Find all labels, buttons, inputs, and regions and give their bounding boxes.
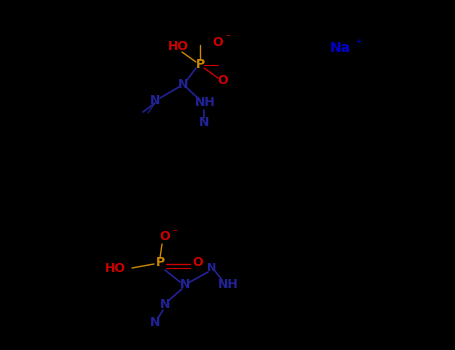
Text: N: N <box>150 93 160 106</box>
Text: O: O <box>160 231 170 244</box>
Text: P: P <box>196 58 205 71</box>
Text: N: N <box>160 299 170 312</box>
Text: P: P <box>156 256 165 268</box>
Text: ⁻: ⁻ <box>172 228 177 238</box>
Text: ⁻: ⁻ <box>225 33 231 43</box>
Text: N: N <box>178 77 188 91</box>
Text: O: O <box>217 74 228 86</box>
Text: Na: Na <box>329 41 350 55</box>
Text: HO: HO <box>105 261 126 274</box>
Text: NH: NH <box>217 279 238 292</box>
Text: HO: HO <box>167 41 188 54</box>
Text: O: O <box>192 257 203 270</box>
Text: O: O <box>212 35 223 49</box>
Text: NH: NH <box>195 97 215 110</box>
Text: N: N <box>150 315 160 329</box>
Text: N: N <box>207 263 217 273</box>
Text: ⁺: ⁺ <box>355 39 361 49</box>
Text: N: N <box>199 117 209 130</box>
Text: N: N <box>180 279 190 292</box>
